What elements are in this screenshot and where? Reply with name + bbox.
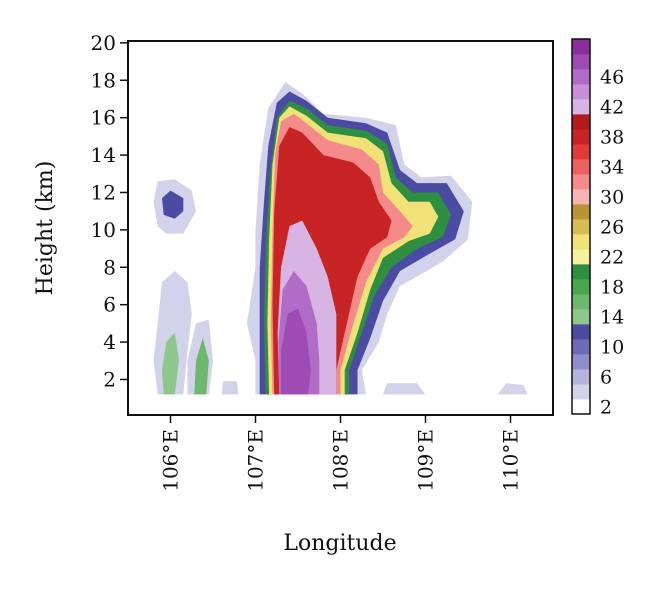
colorbar-swatch	[572, 144, 590, 160]
colorbar-swatch	[572, 219, 590, 235]
y-tick-label: 20	[91, 31, 116, 55]
colorbar-tick-label: 2	[600, 397, 612, 419]
y-tick-label: 12	[91, 180, 116, 204]
colorbar-tick-label: 46	[600, 67, 624, 89]
x-tick-label: 106°E	[159, 429, 183, 492]
colorbar-swatch	[572, 99, 590, 115]
colorbar-swatch	[572, 129, 590, 145]
colorbar-tick-label: 26	[600, 217, 624, 239]
contour-regions	[153, 82, 528, 395]
y-tick-label: 18	[91, 68, 116, 92]
colorbar-tick-label: 18	[600, 277, 624, 299]
colorbar-swatch	[572, 324, 590, 340]
colorbar-swatch	[572, 369, 590, 385]
colorbar-tick-label: 34	[600, 157, 624, 179]
colorbar-tick-label: 42	[600, 97, 624, 119]
contour-region-8	[281, 308, 311, 395]
colorbar-swatch	[572, 39, 590, 55]
y-tick-label: 14	[91, 143, 116, 167]
colorbar-swatch	[572, 189, 590, 205]
colorbar-frame	[571, 38, 591, 415]
contour-region-10	[162, 190, 184, 219]
colorbar-swatch	[572, 159, 590, 175]
y-axis: 2 4 6 8 10 12 14 16 18 20	[91, 31, 128, 391]
contour-region-16	[497, 383, 528, 395]
colorbar-tick-label: 14	[600, 307, 624, 329]
x-tick-label: 107°E	[244, 429, 268, 492]
colorbar-swatch	[572, 264, 590, 280]
colorbar-swatch	[572, 399, 590, 415]
colorbar-tick-label: 10	[600, 337, 624, 359]
colorbar-tick-label: 6	[600, 367, 612, 389]
colorbar-swatch	[572, 54, 590, 70]
colorbar-tick-label: 30	[600, 187, 624, 209]
x-axis: 106°E 107°E 108°E 109°E 110°E	[159, 415, 523, 492]
colorbar-swatch	[572, 249, 590, 265]
x-tick-label: 109°E	[414, 429, 438, 492]
contour-region-14	[194, 338, 209, 395]
colorbar-swatch	[572, 84, 590, 100]
colorbar-swatch	[572, 174, 590, 190]
contour-region-15	[221, 381, 239, 395]
y-tick-label: 8	[103, 255, 116, 279]
colorbar-swatch	[572, 204, 590, 220]
y-tick-label: 16	[91, 106, 116, 130]
colorbar-swatch	[572, 279, 590, 295]
x-tick-label: 108°E	[329, 429, 353, 492]
colorbar-swatch	[572, 234, 590, 250]
colorbar-swatch	[572, 384, 590, 400]
colorbar-swatch	[572, 309, 590, 325]
colorbar-swatch	[572, 354, 590, 370]
x-tick-label: 110°E	[499, 429, 523, 492]
colorbar-swatch	[572, 69, 590, 85]
colorbar-swatch	[572, 294, 590, 310]
colorbar-tick-label: 22	[600, 247, 624, 269]
colorbar-tick-label: 38	[600, 127, 624, 149]
contour-region-17	[383, 383, 426, 395]
y-tick-label: 4	[103, 330, 116, 354]
colorbar-swatch	[572, 114, 590, 130]
y-tick-label: 10	[91, 218, 116, 242]
y-axis-label: Height (km)	[33, 161, 58, 296]
x-axis-label: Longitude	[283, 531, 396, 556]
contour-region-12	[162, 332, 179, 395]
colorbar-swatch	[572, 339, 590, 355]
y-tick-label: 2	[103, 367, 116, 391]
y-tick-label: 6	[103, 293, 116, 317]
